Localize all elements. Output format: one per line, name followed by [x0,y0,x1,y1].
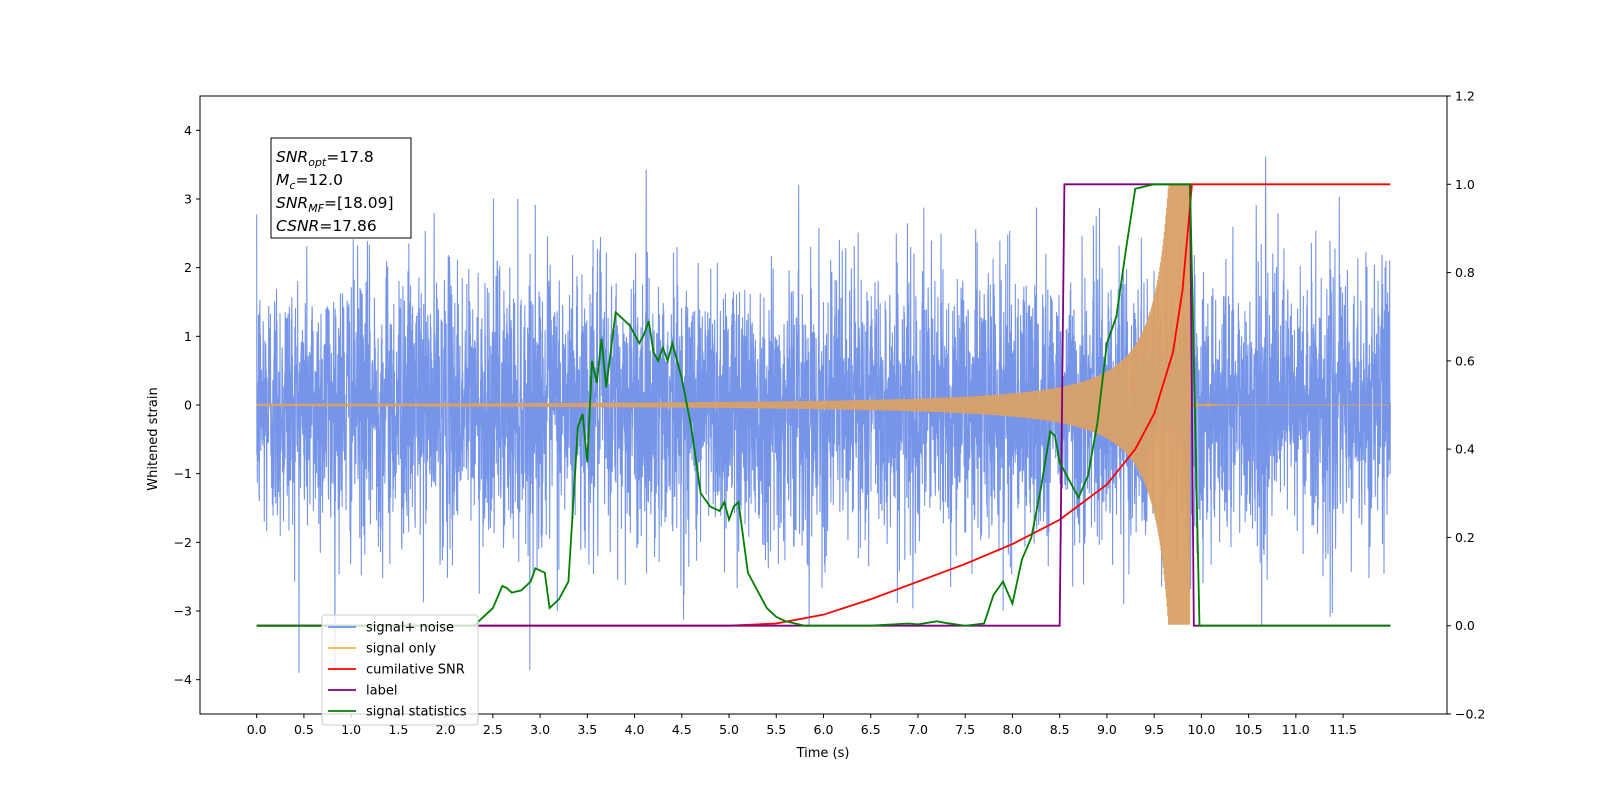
x-tick-label: 7.0 [908,722,928,737]
legend-label: signal statistics [366,705,467,720]
x-axis-label: Time (s) [796,746,850,761]
annotation-line: SNRMF=[18.09] [276,194,394,215]
y2-tick-label: 0.8 [1455,265,1475,280]
y2-tick-label: 0.4 [1455,442,1475,457]
x-tick-label: 10.0 [1187,722,1215,737]
x-tick-label: 9.0 [1097,722,1117,737]
signal-only-series [256,185,1391,625]
y-tick-label: −2 [174,535,192,550]
y-tick-label: 0 [184,398,192,413]
y2-tick-label: 1.2 [1455,89,1475,104]
x-tick-label: 3.0 [530,722,550,737]
x-tick-label: 6.0 [814,722,834,737]
legend-label: cumilative SNR [366,663,465,678]
x-tick-label: 5.5 [766,722,786,737]
annotation-line: Mc=12.0 [276,171,343,192]
x-tick-label: 8.5 [1050,722,1070,737]
y-tick-label: 2 [184,260,192,275]
x-tick-label: 6.5 [861,722,881,737]
x-tick-label: 11.5 [1329,722,1357,737]
x-tick-label: 4.5 [672,722,692,737]
signal-statistics-series [256,183,1391,627]
legend: signal+ noise signal only cumilative SNR la… [321,614,479,726]
y2-tick-label: 1.0 [1455,177,1475,192]
legend-label: signal only [366,642,436,657]
x-tick-label: 1.0 [341,722,361,737]
axes: 0.0 0.5 1.0 1.5 2.0 2.5 3.0 3.5 4.0 4.5 5.0 5.5 6.0 6… [174,89,1486,738]
y-tick-label: −3 [174,604,192,619]
x-tick-label: 0.0 [247,722,267,737]
legend-frame [321,614,479,726]
y-tick-label: −1 [174,466,192,481]
x-tick-label: 9.5 [1144,722,1164,737]
y2-tick-label: 0.6 [1455,353,1475,368]
x-tick-label: 3.5 [577,722,597,737]
x-tick-label: 5.0 [719,722,739,737]
legend-label: signal+ noise [366,621,454,636]
x-tick-label: 8.0 [1002,722,1022,737]
x-tick-label: 0.5 [294,722,314,737]
y2-tick-label: 0.2 [1455,530,1475,545]
annotation-frame [270,137,412,239]
y2-tick-label: −0.2 [1455,707,1485,722]
y-tick-label: −4 [174,672,192,687]
y-tick-label: 1 [184,329,192,344]
annotation-line: SNRopt=17.8 [276,148,374,169]
plot-area [256,156,1391,673]
x-tick-label: 7.5 [955,722,975,737]
y2-tick-label: 0.0 [1455,618,1475,633]
signal-noise-series [256,156,1391,673]
y-tick-label: 3 [184,192,192,207]
annotation-line: CSNR=17.86 [276,217,377,235]
y-axis-label: Whitened strain [146,387,161,490]
x-tick-label: 2.5 [483,722,503,737]
x-tick-label: 2.0 [436,722,456,737]
x-tick-label: 11.0 [1282,722,1310,737]
x-tick-label: 1.5 [388,722,408,737]
y-tick-label: 4 [184,123,192,138]
x-tick-label: 4.0 [625,722,645,737]
x-tick-label: 10.5 [1235,722,1263,737]
legend-label: label [366,684,397,699]
